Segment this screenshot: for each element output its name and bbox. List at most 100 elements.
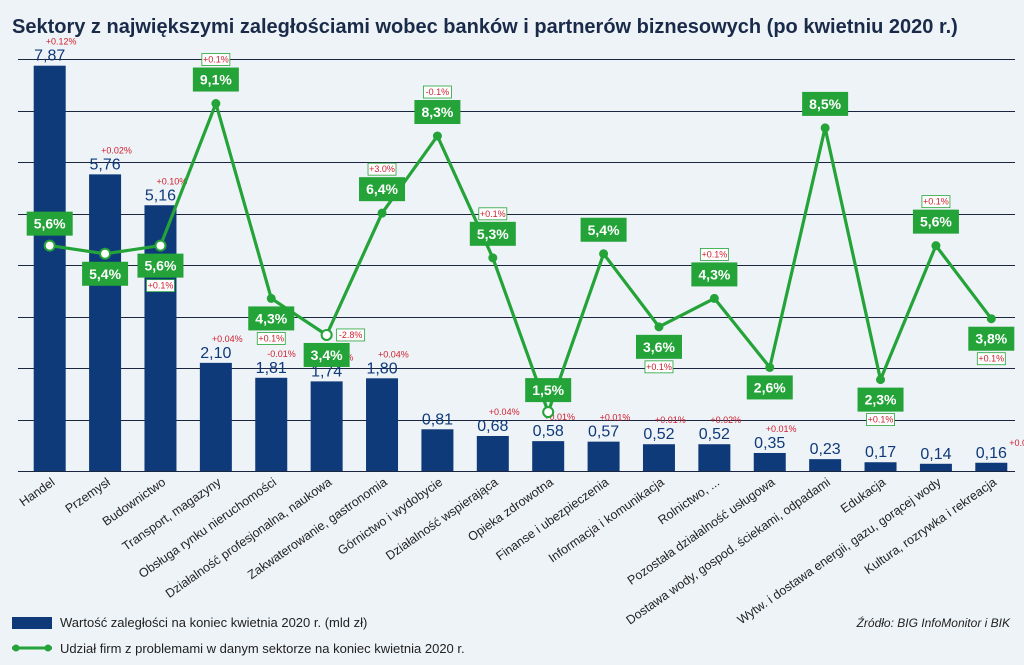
bar — [33, 65, 66, 471]
line-change-box — [256, 332, 286, 345]
line-value-box — [525, 378, 572, 403]
line-point — [211, 99, 221, 109]
bar-value-label: 1,74 — [311, 363, 342, 380]
bar-value-labels: 7,87+0.12%5,76+0.02%5,16+0.10%2,10+0.04%… — [34, 37, 1024, 463]
line-value-box — [912, 209, 959, 234]
bar-value-label: 0,57 — [588, 424, 619, 441]
line-value-label: 3,4% — [311, 347, 343, 363]
bar-value-label: 2,10 — [200, 345, 231, 362]
bar-change-label: +0.01% — [655, 415, 686, 425]
bar-value-label: 1,80 — [366, 360, 397, 377]
bar-value-label: 0,35 — [754, 435, 785, 452]
line-value-label: 4,3% — [698, 266, 730, 282]
line-value-box — [359, 177, 406, 202]
bar — [255, 377, 288, 471]
line-point — [931, 241, 941, 251]
bar — [310, 381, 343, 471]
line-value-box — [968, 326, 1015, 351]
bar-change-label: +0.10% — [156, 176, 187, 186]
bar-series — [33, 65, 1008, 472]
line-value-label: 8,5% — [809, 96, 841, 112]
bar — [421, 429, 454, 471]
category-label: Edukacja — [838, 475, 888, 516]
line-change-box — [699, 248, 729, 261]
bar — [753, 452, 786, 471]
legend-line-marker-right — [44, 644, 52, 652]
legend-bar-swatch — [12, 617, 52, 629]
bar — [532, 441, 565, 471]
line-change-label: +3.0% — [369, 164, 395, 174]
bar-value-label: 1,81 — [256, 360, 287, 377]
legend-bar-label: Wartość zaległości na koniec kwietnia 20… — [60, 615, 367, 630]
bar-change-label: -0.01% — [267, 349, 296, 359]
line-value-label: 5,4% — [588, 222, 620, 238]
line-value-box — [802, 91, 849, 116]
line-value-label: 5,6% — [920, 214, 952, 230]
line-value-box — [192, 67, 239, 92]
bar — [89, 174, 122, 472]
line-change-box — [976, 352, 1006, 366]
line-point — [320, 328, 333, 341]
bar — [809, 459, 842, 471]
bar-value-label: 7,87 — [34, 48, 65, 65]
bar — [975, 462, 1008, 471]
bar — [476, 435, 509, 471]
line-change-label: -2.8% — [339, 330, 363, 340]
line-point — [986, 314, 996, 324]
line-change-box — [478, 207, 508, 221]
line-change-box — [644, 360, 674, 374]
bar-change-label: +0.02% — [1009, 438, 1024, 448]
bar — [698, 444, 731, 471]
category-label: Przemysł — [63, 475, 113, 516]
line-change-box — [367, 162, 397, 176]
line-value-box — [82, 261, 129, 286]
bar-change-label: +0.01% — [600, 413, 631, 423]
line-change-box — [201, 53, 231, 66]
line-value-box — [137, 253, 184, 278]
line-value-label: 9,1% — [200, 72, 232, 88]
bar — [642, 444, 675, 471]
line-point — [377, 208, 387, 218]
line-change-label: +0.1% — [258, 333, 284, 343]
line-point — [820, 123, 830, 133]
category-label: Transport, magazyny — [120, 475, 224, 554]
line-value-label: 5,3% — [477, 226, 509, 242]
line-point — [654, 322, 664, 332]
bar-value-label: 0,23 — [810, 441, 841, 458]
chart-title: Sektory z największymi zaległościami wob… — [12, 16, 958, 38]
legend-line-label: Udział firm z problemami w danym sektorz… — [60, 641, 465, 656]
bar-value-label: 0,68 — [477, 418, 508, 435]
bar-change-label: +0.04% — [212, 334, 243, 344]
line-value-label: 2,3% — [865, 392, 897, 408]
line-value-label: 5,6% — [34, 216, 66, 232]
line-value-box — [635, 334, 682, 359]
line-path — [49, 101, 993, 414]
bar-change-label: +0.02% — [101, 145, 132, 155]
line-point — [542, 406, 555, 419]
line-point — [99, 247, 112, 260]
gridlines — [18, 59, 1015, 472]
line-value-box — [691, 262, 738, 287]
line-value-box — [857, 387, 904, 412]
legend-line-marker-left — [12, 644, 20, 652]
line-point — [709, 293, 719, 303]
bar-change-label: +0.04% — [378, 349, 409, 359]
line-change-label: +0.1% — [646, 362, 672, 372]
bar — [919, 463, 952, 471]
line-value-box — [746, 375, 793, 400]
line-point — [599, 249, 609, 259]
bar-value-label: 0,58 — [533, 423, 564, 440]
bar — [366, 378, 399, 471]
line-series: 5,6% 5,4% 5,6% +0.1% 9,1% +0.1% 4,3% +0.1% 3,4% -… — [26, 53, 1015, 427]
line-point — [154, 239, 167, 252]
bar-value-label: 0,52 — [699, 426, 730, 443]
line-value-label: 3,8% — [975, 331, 1007, 347]
bar-value-label: 0,14 — [920, 446, 951, 463]
line-value-box — [26, 211, 73, 236]
bar-change-label: +0.12% — [46, 37, 77, 47]
line-value-label: 4,3% — [255, 310, 287, 326]
line-change-label: +0.1% — [701, 249, 727, 259]
line-point — [765, 362, 775, 372]
line-point — [43, 239, 56, 252]
